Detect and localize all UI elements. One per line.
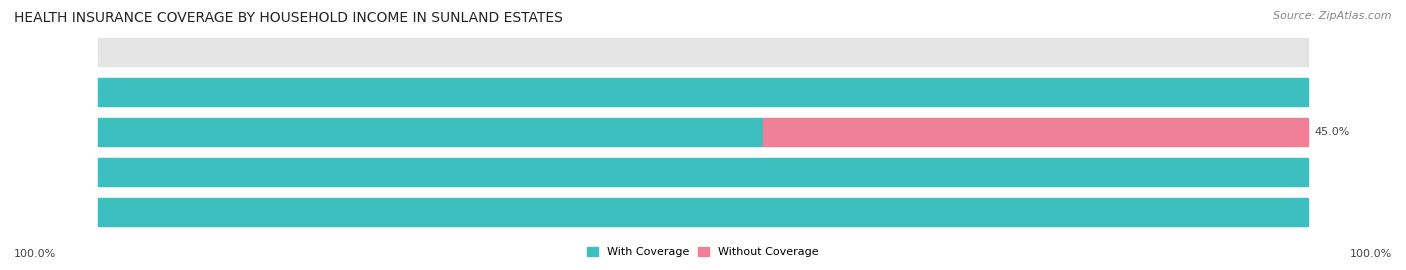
Text: $75,000 to $99,999: $75,000 to $99,999 [659, 166, 747, 179]
Text: 0.0%: 0.0% [710, 167, 738, 177]
Text: 100.0%: 100.0% [14, 249, 56, 259]
Text: Under $25,000: Under $25,000 [664, 47, 742, 58]
Text: 100.0%: 100.0% [1350, 249, 1392, 259]
Text: 55.0%: 55.0% [721, 127, 756, 137]
Text: 100.0%: 100.0% [105, 207, 152, 217]
Text: 100.0%: 100.0% [105, 87, 152, 97]
Text: 45.0%: 45.0% [1315, 127, 1350, 137]
Text: Source: ZipAtlas.com: Source: ZipAtlas.com [1274, 11, 1392, 21]
Text: 0.0%: 0.0% [668, 47, 696, 58]
Text: $50,000 to $74,999: $50,000 to $74,999 [659, 126, 747, 139]
Legend: With Coverage, Without Coverage: With Coverage, Without Coverage [582, 243, 824, 262]
Text: 0.0%: 0.0% [710, 87, 738, 97]
Text: 100.0%: 100.0% [105, 167, 152, 177]
Text: HEALTH INSURANCE COVERAGE BY HOUSEHOLD INCOME IN SUNLAND ESTATES: HEALTH INSURANCE COVERAGE BY HOUSEHOLD I… [14, 11, 562, 25]
Text: $25,000 to $49,999: $25,000 to $49,999 [659, 86, 747, 99]
Text: 0.0%: 0.0% [710, 47, 738, 58]
Text: 0.0%: 0.0% [710, 207, 738, 217]
Text: $100,000 and over: $100,000 and over [654, 207, 752, 217]
